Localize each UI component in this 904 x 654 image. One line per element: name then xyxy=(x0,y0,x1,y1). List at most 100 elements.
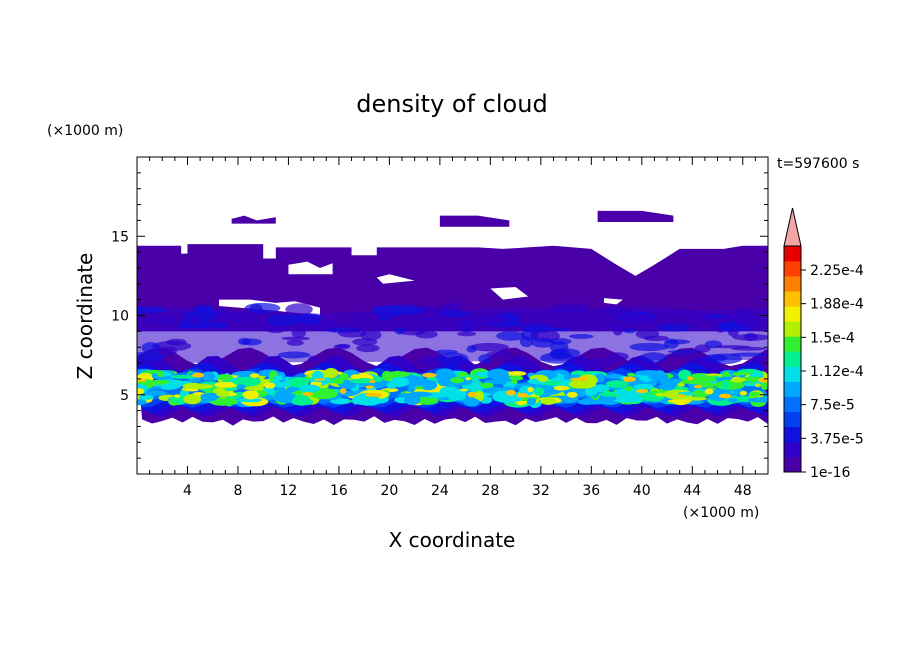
density-peak xyxy=(185,388,199,392)
mid-cell xyxy=(585,357,615,368)
density-peak xyxy=(718,393,732,399)
mid-cell xyxy=(550,348,581,358)
mid-cell xyxy=(189,316,202,327)
density-peak xyxy=(369,379,376,384)
density-cell xyxy=(603,396,617,401)
mid-cell xyxy=(598,309,624,313)
density-peak xyxy=(730,377,746,383)
colorbar-label: 1.12e-4 xyxy=(810,364,864,380)
colorbar-label: 3.75e-5 xyxy=(810,431,864,447)
mid-cell xyxy=(612,324,624,336)
clear-gap xyxy=(490,286,529,300)
density-cell xyxy=(330,398,352,405)
density-cell xyxy=(273,375,284,381)
mid-cell xyxy=(486,350,512,358)
mid-cell xyxy=(195,304,214,314)
mid-cell xyxy=(531,337,556,348)
colorbar-swatch xyxy=(784,441,801,458)
density-peak xyxy=(465,377,472,381)
density-peak xyxy=(339,388,347,394)
density-peak xyxy=(509,375,524,381)
mid-cell xyxy=(141,342,161,354)
density-cell xyxy=(540,397,557,405)
colorbar-label: 1.88e-4 xyxy=(810,297,864,313)
mid-cell xyxy=(277,351,311,359)
mid-cell xyxy=(285,303,313,316)
mid-cell xyxy=(291,328,306,339)
density-peak xyxy=(627,372,636,377)
mid-cell xyxy=(415,330,438,339)
density-peak xyxy=(749,391,761,398)
density-peak xyxy=(467,391,477,398)
mid-cell xyxy=(162,346,177,357)
density-peak xyxy=(527,386,534,393)
density-peak xyxy=(375,393,382,398)
density-cell xyxy=(419,379,438,391)
colorbar-swatch xyxy=(784,381,801,397)
mid-cell xyxy=(623,328,636,334)
mid-cell xyxy=(152,341,192,351)
colorbar-extend-arrow xyxy=(783,207,802,247)
mid-cell xyxy=(694,344,711,353)
x-tick-label: 24 xyxy=(431,483,449,499)
density-peak xyxy=(739,390,748,396)
density-cell xyxy=(727,397,739,403)
clear-gap xyxy=(603,298,623,305)
density-peak xyxy=(302,392,314,396)
x-tick-label: 40 xyxy=(633,483,651,499)
colorbar-label: 1.5e-4 xyxy=(810,330,855,346)
colorbar-swatch xyxy=(784,246,801,262)
mid-cell xyxy=(478,354,493,364)
x-tick-label: 32 xyxy=(532,483,550,499)
density-peak xyxy=(414,386,424,390)
colorbar-swatch xyxy=(784,426,801,443)
upper-cloud-patch xyxy=(597,210,674,222)
x-tick-label: 36 xyxy=(582,483,600,499)
density-peak xyxy=(506,389,516,396)
density-peak xyxy=(635,389,649,394)
mid-cell xyxy=(394,326,405,335)
density-peak xyxy=(693,391,709,398)
density-cell xyxy=(760,381,768,391)
density-cell xyxy=(658,378,684,386)
density-cell xyxy=(201,371,215,382)
mid-cell xyxy=(159,316,174,324)
mid-cell xyxy=(372,305,406,317)
mid-cell xyxy=(728,328,739,337)
mid-cell xyxy=(437,352,469,365)
density-cell xyxy=(214,381,239,388)
chart-title: density of cloud xyxy=(356,90,547,118)
density-cell xyxy=(183,394,202,405)
mid-cell xyxy=(639,352,668,364)
density-peak xyxy=(257,375,266,379)
density-peak xyxy=(566,391,578,398)
density-cell xyxy=(416,396,439,405)
mid-cell xyxy=(457,331,477,337)
y-unit-label: (×1000 m) xyxy=(47,123,123,139)
density-peak xyxy=(687,376,694,381)
upper-cloud-patch xyxy=(231,215,276,224)
colorbar-swatch xyxy=(784,336,801,352)
mid-cell xyxy=(729,352,768,357)
colorbar-swatch xyxy=(784,291,801,307)
density-cell xyxy=(463,397,480,407)
density-cell xyxy=(242,390,259,400)
mid-cell xyxy=(635,328,660,340)
density-cell xyxy=(667,399,692,404)
x-axis-label: X coordinate xyxy=(389,528,516,552)
colorbar-swatch xyxy=(784,306,801,322)
density-cell xyxy=(288,376,309,388)
mid-cell xyxy=(519,336,534,348)
density-peak xyxy=(537,376,549,382)
density-cell xyxy=(648,372,669,381)
y-tick-label: 15 xyxy=(111,229,129,245)
density-cell xyxy=(137,399,147,406)
density-cell xyxy=(492,392,523,403)
density-peak xyxy=(249,373,260,378)
density-peak xyxy=(510,380,518,384)
mid-cell xyxy=(712,345,751,349)
x-tick-label: 12 xyxy=(280,483,298,499)
mid-cell xyxy=(238,337,251,346)
x-tick-label: 8 xyxy=(233,483,242,499)
